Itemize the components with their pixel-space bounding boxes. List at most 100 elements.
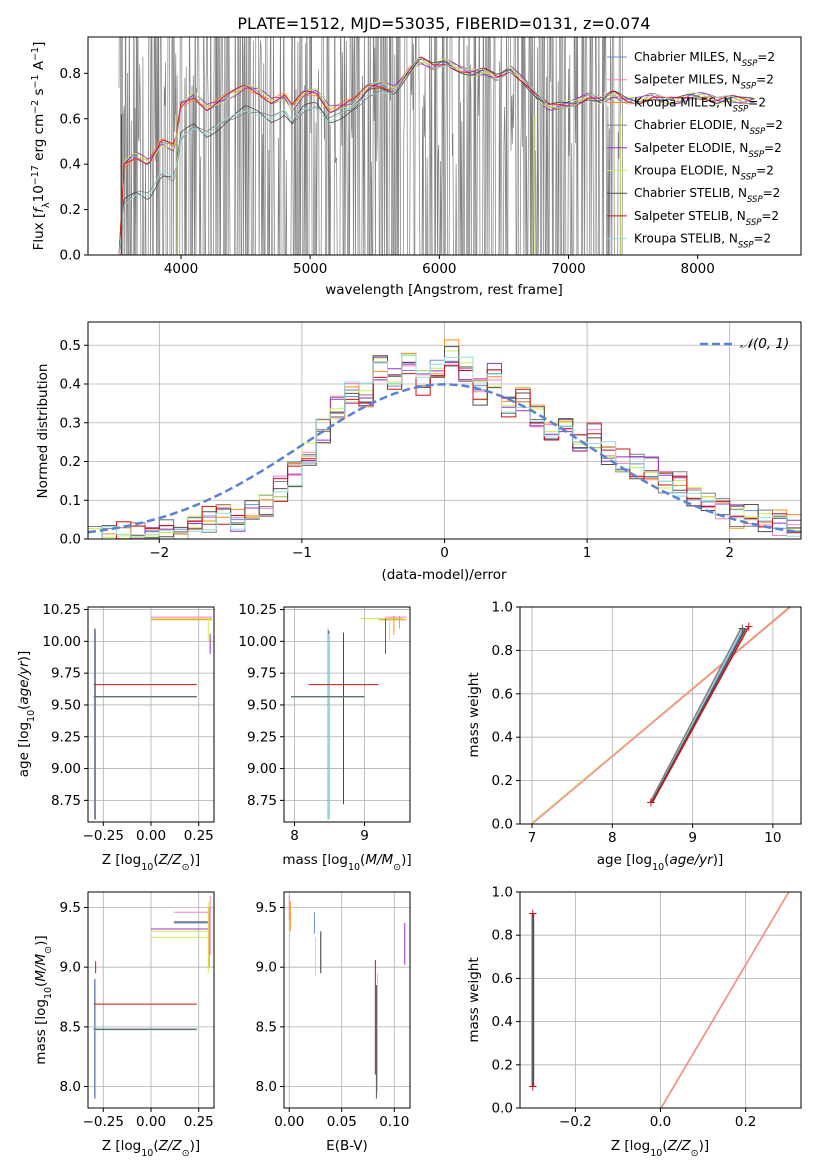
legend-val: =2 bbox=[761, 209, 779, 223]
label-part: M/M bbox=[33, 953, 49, 981]
x-tick-label: 7 bbox=[528, 830, 537, 846]
x-tick-label: 2 bbox=[725, 545, 734, 561]
y-tick-label: 9.0 bbox=[256, 960, 277, 976]
histogram-area bbox=[88, 339, 801, 539]
residuals-panel: −2 −1 0 1 2 0.0 0.1 0.2 0.3 0.4 0.5 (data-model)/er… bbox=[35, 321, 802, 583]
legend-label: Salpeter ELODIE, NSSP=2 bbox=[634, 141, 782, 160]
label-part: (data-model)/error bbox=[381, 567, 507, 583]
x-tick-label: −2 bbox=[149, 545, 169, 561]
y-tick-label: 8.0 bbox=[60, 1079, 81, 1095]
y-tick-label: 9.50 bbox=[247, 697, 277, 713]
x-tick-label: 9 bbox=[688, 830, 697, 846]
y-tick-label: 9.25 bbox=[51, 729, 81, 745]
observed-spectrum bbox=[118, 37, 624, 255]
label-part: f bbox=[31, 206, 47, 213]
point-marker: + bbox=[744, 620, 754, 634]
legend-val: =2 bbox=[764, 141, 782, 155]
legend-name: Kroupa STELIB, N bbox=[634, 232, 738, 246]
legend-val: =2 bbox=[754, 232, 772, 246]
cumulative-weight-line bbox=[649, 628, 742, 803]
x-tick-label: 7000 bbox=[551, 261, 585, 277]
y-tick-label: 0.0 bbox=[60, 248, 81, 264]
model-spectrum-line bbox=[118, 57, 755, 255]
y-tick-label: 0.6 bbox=[492, 686, 513, 702]
legend-name: Kroupa ELODIE, N bbox=[634, 164, 741, 178]
y-tick-label: 0.1 bbox=[60, 493, 81, 509]
line-area: ++ bbox=[528, 892, 790, 1108]
legend-val: =2 bbox=[765, 118, 783, 132]
x-tick-label: 0.00 bbox=[136, 828, 166, 844]
label-part: 10 bbox=[43, 987, 54, 999]
legend-name: Salpeter ELODIE, N bbox=[634, 141, 748, 155]
label-part: Z/Z bbox=[667, 1138, 692, 1154]
x-axis-label: E(B-V) bbox=[326, 1138, 368, 1154]
label-part: Normed distribution bbox=[35, 364, 51, 499]
y-tick-label: 0.6 bbox=[492, 971, 513, 987]
spectrum-panel: 4000 5000 6000 7000 8000 0.0 0.2 0.4 0.6 0.8 wavel… bbox=[30, 36, 802, 298]
y-tick-label: 10.25 bbox=[238, 602, 277, 618]
y-tick-label: 0.2 bbox=[492, 1057, 513, 1073]
label-part: ( bbox=[16, 705, 32, 710]
y-tick-label: 0.2 bbox=[492, 773, 513, 789]
label-part: ( bbox=[662, 1138, 667, 1154]
spectrum-plot-area bbox=[118, 37, 755, 255]
axes-frame bbox=[283, 891, 411, 1109]
label-part: )] bbox=[16, 651, 32, 662]
y-tick-label: 8.5 bbox=[60, 1019, 81, 1035]
x-tick-label: 0.0 bbox=[650, 1114, 671, 1130]
legend-sub: SSP bbox=[748, 150, 764, 160]
errorbar-area bbox=[93, 616, 213, 820]
label-part: 10 bbox=[348, 862, 360, 873]
legend-label: Salpeter MILES, NSSP=2 bbox=[634, 73, 774, 92]
label-part: ( bbox=[153, 852, 158, 868]
legend-name: Kroupa MILES, N bbox=[634, 95, 733, 109]
y-axis-label: Normed distribution bbox=[35, 364, 51, 499]
x-tick-label: 8 bbox=[608, 830, 617, 846]
x-tick-label: −0.25 bbox=[83, 828, 124, 844]
legend-val: =2 bbox=[757, 50, 775, 64]
y-tick-label: 0.0 bbox=[492, 1101, 513, 1117]
label-part: 10 bbox=[141, 1148, 153, 1159]
model-spectrum-line bbox=[118, 56, 755, 255]
label-part: 10 bbox=[26, 710, 37, 722]
x-tick-label: 8 bbox=[290, 828, 299, 844]
x-axis-label: Z [log10(Z/Z⊙)] bbox=[611, 1138, 709, 1159]
label-part: Z [log bbox=[611, 1138, 650, 1154]
y-tick-label: 0.8 bbox=[60, 66, 81, 82]
label-part: )] bbox=[401, 852, 412, 868]
label-part: mass weight bbox=[466, 957, 482, 1042]
x-tick-label: 0.10 bbox=[379, 1114, 409, 1130]
legend-name: Salpeter STELIB, N bbox=[634, 209, 746, 223]
legend-sub: SSP bbox=[750, 127, 766, 137]
x-axis-label: age [log10(age/yr)] bbox=[597, 852, 723, 873]
label-part: A bbox=[31, 60, 47, 74]
label-part: mass weight bbox=[466, 672, 482, 757]
y-tick-label: 0.3 bbox=[60, 415, 81, 431]
cumulative-weight-line bbox=[651, 628, 747, 803]
y-tick-label: 8.75 bbox=[51, 793, 81, 809]
legend-sub: SSP bbox=[746, 218, 762, 228]
legend-sub: SSP bbox=[742, 59, 758, 69]
label-part: age [log bbox=[597, 852, 652, 868]
legend-name: Chabrier ELODIE, N bbox=[634, 118, 750, 132]
y-tick-label: 0.4 bbox=[492, 1014, 513, 1030]
label-part: 10 bbox=[650, 1148, 662, 1159]
x-axis-label: Z [log10(Z/Z⊙)] bbox=[102, 852, 200, 873]
x-axis-label: mass [log10(M/M⊙)] bbox=[282, 852, 411, 873]
x-tick-label: 10 bbox=[764, 830, 781, 846]
histogram-step-line bbox=[88, 364, 801, 539]
legend-name: Chabrier STELIB, N bbox=[634, 186, 747, 200]
x-tick-label: −1 bbox=[292, 545, 312, 561]
y-tick-label: 0.8 bbox=[492, 643, 513, 659]
legend-sub: SSP bbox=[733, 104, 749, 114]
label-part: ⊙ bbox=[43, 946, 54, 954]
mass-vs-ebv-panel: 0.00 0.05 0.10 8.0 8.5 9.0 9.5 E(B-V) bbox=[256, 891, 411, 1154]
legend-label: Kroupa ELODIE, NSSP=2 bbox=[634, 164, 774, 183]
y-axis-label: mass weight bbox=[466, 672, 482, 757]
axes-frame bbox=[283, 606, 411, 823]
y-tick-label: 9.5 bbox=[60, 900, 81, 916]
label-part: Z/Z bbox=[158, 852, 183, 868]
legend-label: 𝒩(0, 1) bbox=[740, 336, 789, 352]
cumulative-weight-line bbox=[531, 607, 791, 824]
y-tick-label: 0.0 bbox=[60, 532, 81, 548]
